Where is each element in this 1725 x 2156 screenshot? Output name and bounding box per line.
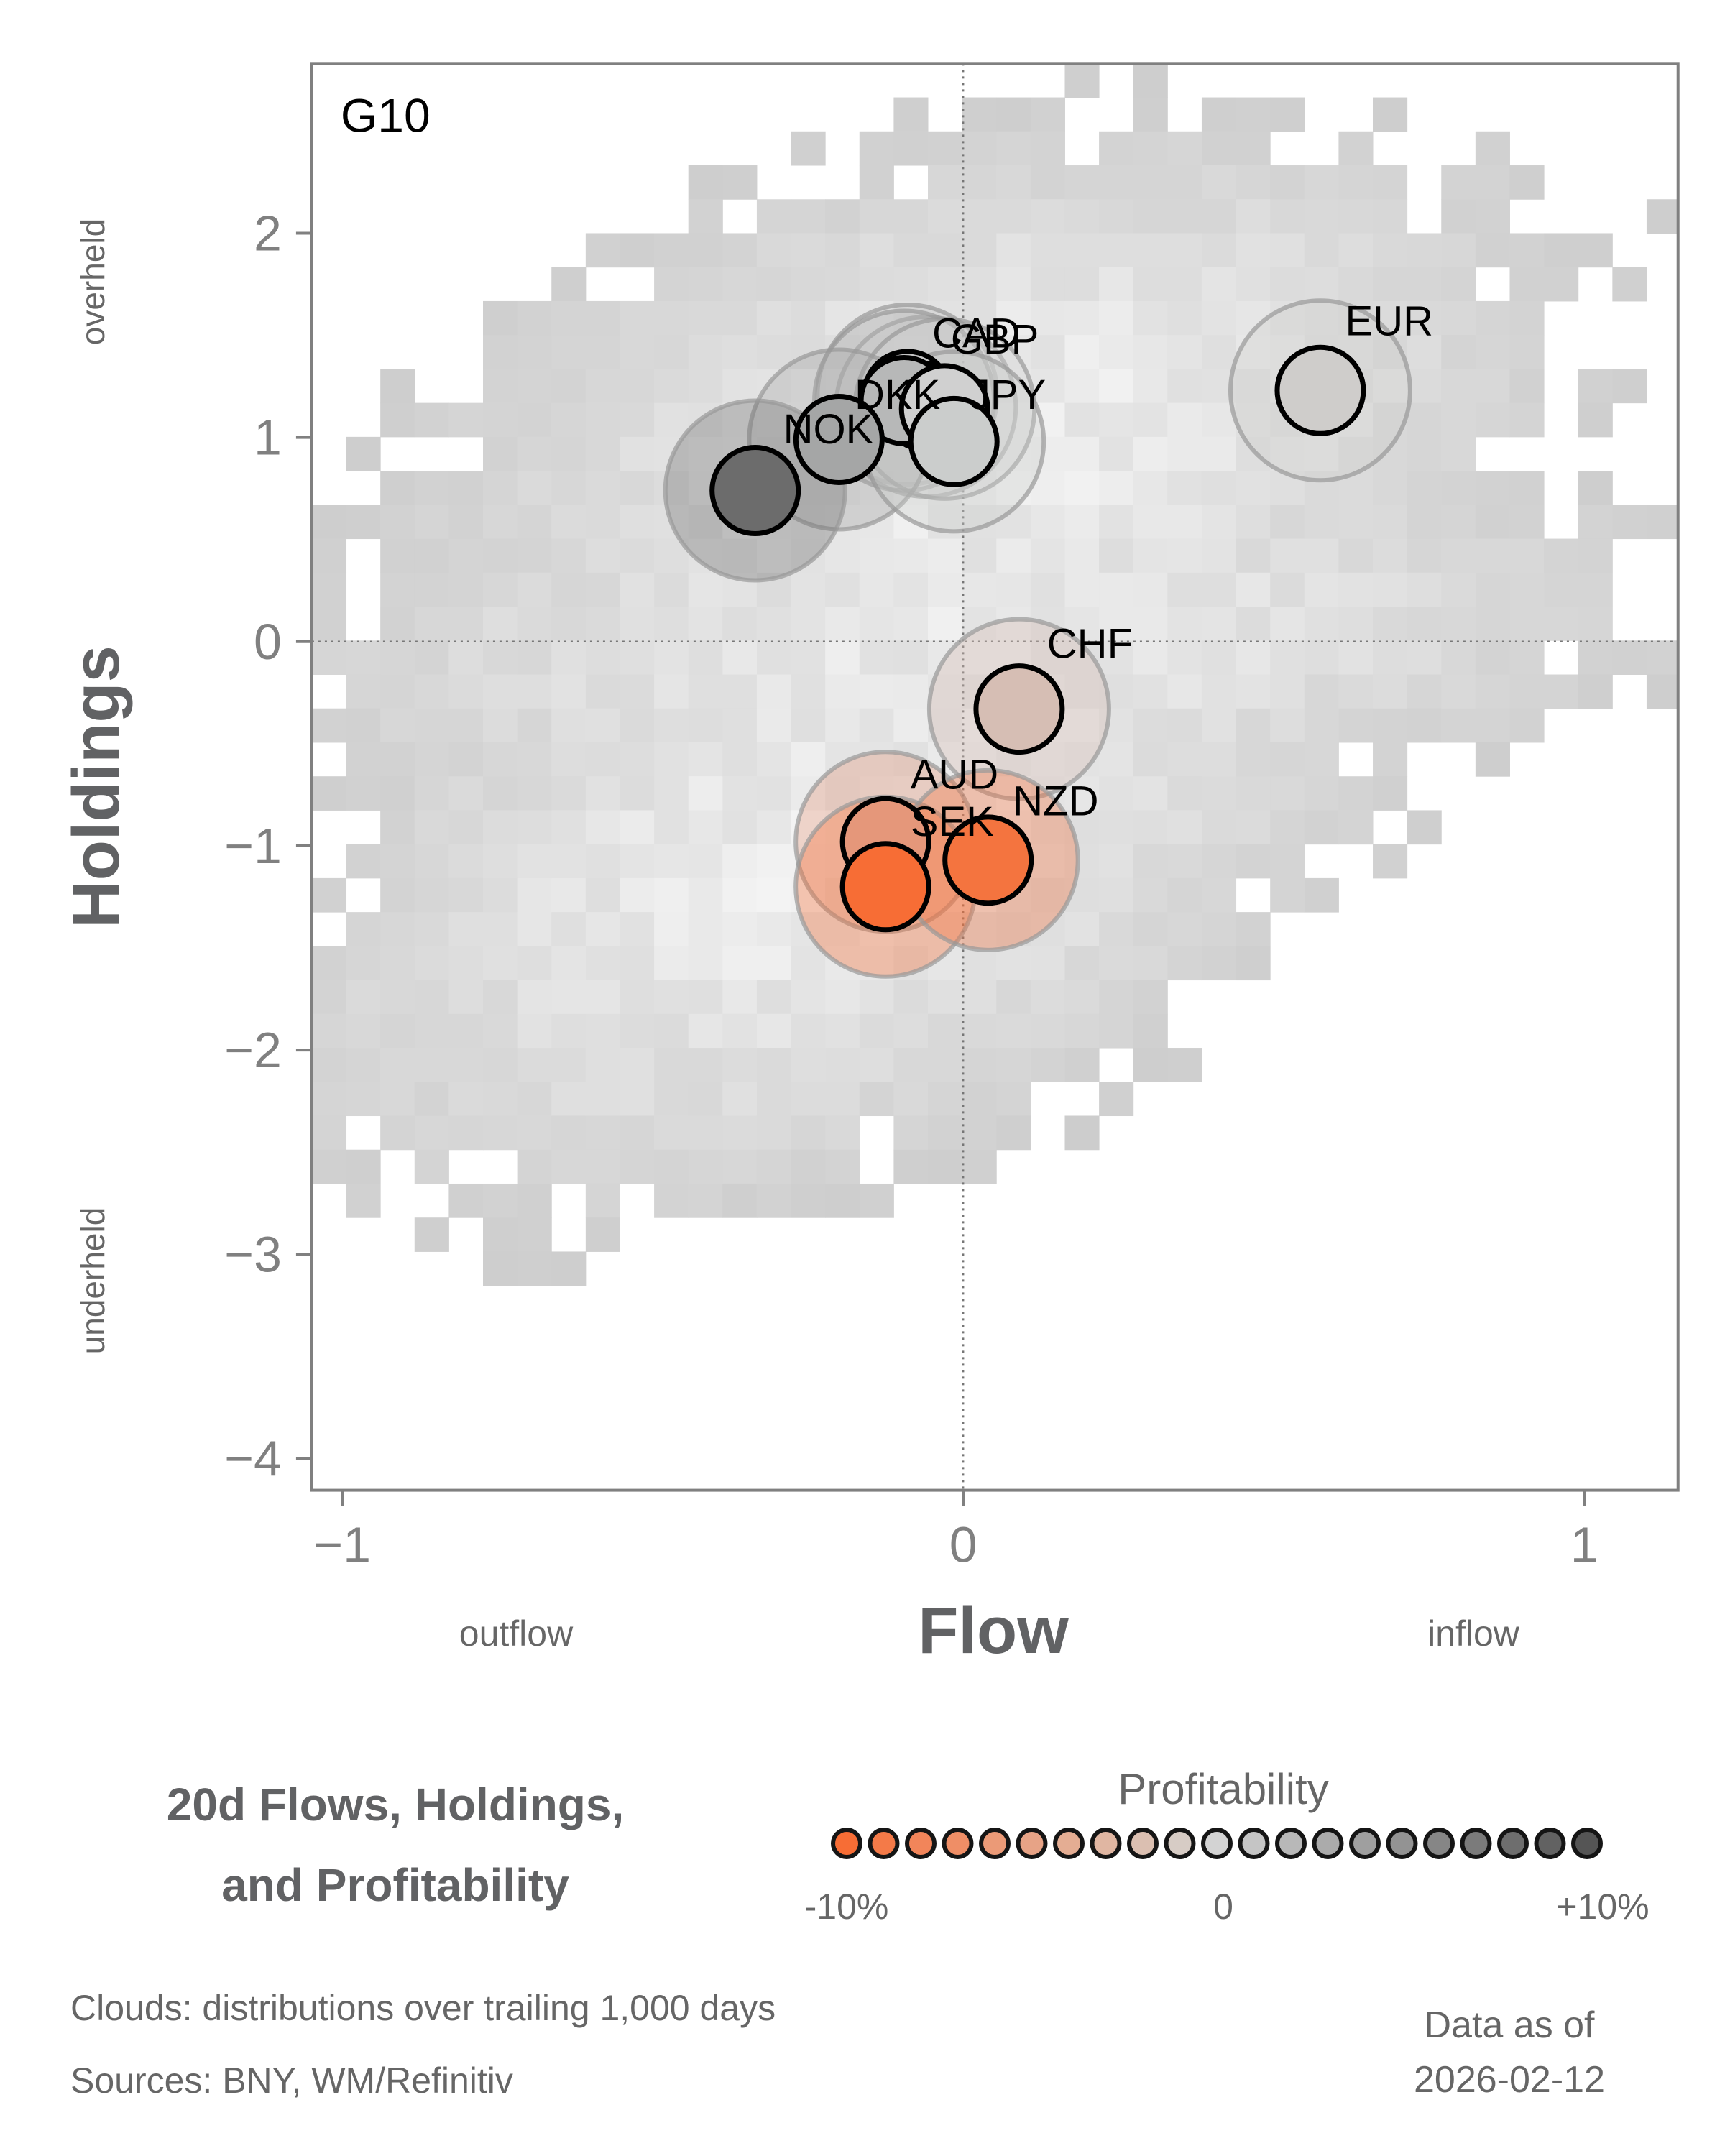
clouds-note: Clouds: distributions over trailing 1,00… (70, 1988, 776, 2028)
svg-text:GBP: GBP (951, 316, 1039, 363)
svg-text:-10%: -10% (805, 1886, 889, 1927)
svg-text:0: 0 (1213, 1886, 1233, 1927)
svg-text:2: 2 (254, 205, 282, 261)
svg-text:EUR: EUR (1346, 298, 1433, 345)
chart-title-line-2: and Profitability (221, 1859, 569, 1911)
svg-text:1: 1 (254, 410, 282, 466)
as-of-label: Data as of (1424, 2004, 1595, 2046)
svg-text:underheld: underheld (74, 1207, 111, 1355)
svg-text:SEK: SEK (911, 798, 994, 845)
axes: −1 0 1 2 1 0 −1 −2 −3 −4 Flow Holdings outflow inflow… (60, 205, 1598, 1667)
sources-note: Sources: BNY, WM/Refinitiv (70, 2060, 513, 2101)
plot-frame (310, 62, 1680, 1492)
chart-title: 20d Flows, Holdings, and Profitability (72, 1764, 719, 1925)
svg-text:0: 0 (254, 614, 282, 670)
currency-markers (709, 344, 1366, 933)
svg-text:CHF: CHF (1047, 621, 1133, 668)
svg-text:−4: −4 (224, 1430, 282, 1486)
svg-text:+10%: +10% (1556, 1886, 1649, 1927)
svg-text:NOK: NOK (783, 406, 874, 453)
svg-text:overheld: overheld (74, 218, 111, 345)
svg-text:−1: −1 (313, 1517, 371, 1573)
svg-text:−1: −1 (224, 818, 282, 874)
svg-text:G10: G10 (341, 88, 431, 142)
as-of-block: Data as of 2026-02-12 (1351, 1998, 1668, 2107)
svg-text:Profitability: Profitability (1118, 1765, 1328, 1813)
chart-title-line-1: 20d Flows, Holdings, (166, 1779, 625, 1830)
svg-text:JPY: JPY (970, 372, 1046, 418)
as-of-date: 2026-02-12 (1414, 2059, 1605, 2101)
svg-text:outflow: outflow (459, 1613, 574, 1654)
svg-text:CAD: CAD (932, 310, 1020, 357)
svg-text:Holdings: Holdings (60, 645, 133, 929)
svg-text:Flow: Flow (918, 1594, 1069, 1667)
svg-text:1: 1 (1570, 1517, 1598, 1573)
svg-text:NZD: NZD (1013, 778, 1098, 824)
svg-text:AUD: AUD (911, 751, 998, 798)
svg-text:DKK: DKK (855, 372, 941, 418)
svg-text:−2: −2 (224, 1022, 282, 1078)
svg-text:inflow: inflow (1427, 1613, 1520, 1654)
svg-text:0: 0 (949, 1517, 978, 1573)
profitability-legend: Profitability -10% 0 +10% (805, 1765, 1650, 1927)
svg-text:−3: −3 (224, 1226, 282, 1282)
